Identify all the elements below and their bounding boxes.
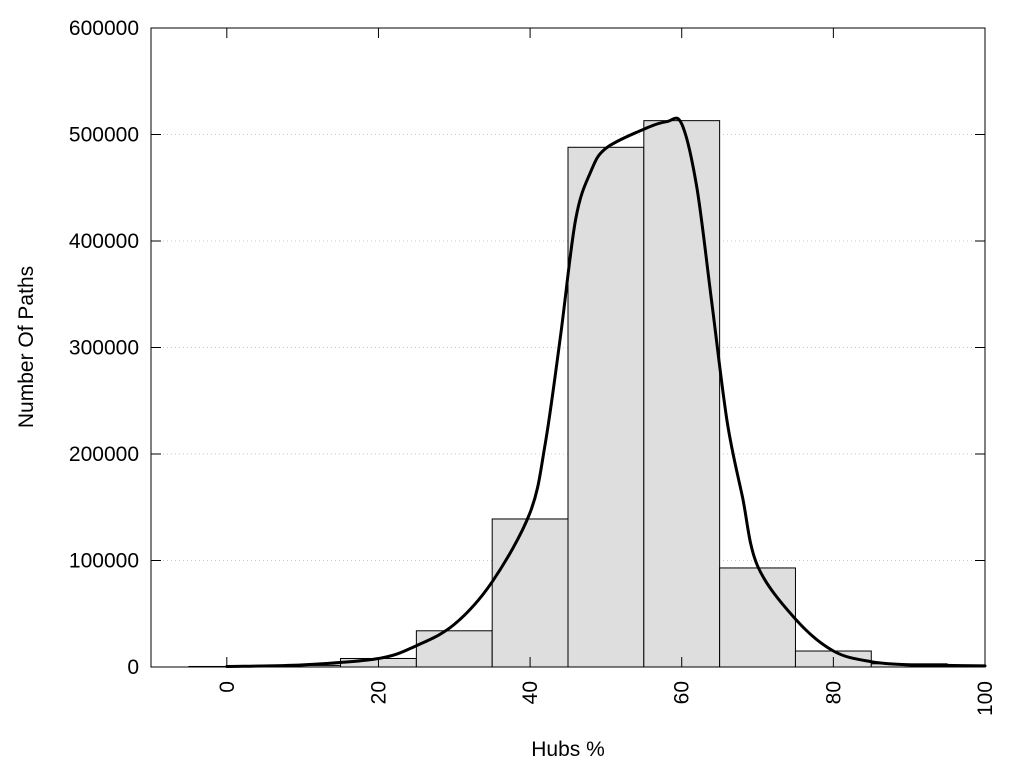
histogram-bar — [491, 518, 569, 668]
histogram-bar — [643, 120, 721, 668]
x-axis-ticks: 0 20 40 60 80 100 — [216, 28, 997, 716]
y-tick-label: 200000 — [69, 443, 139, 466]
histogram-bar — [719, 567, 796, 668]
histogram-bar — [567, 146, 645, 668]
x-tick-label: 60 — [671, 681, 694, 704]
y-tick-label: 600000 — [69, 17, 139, 40]
y-tick-label: 0 — [127, 656, 139, 679]
x-axis-title: Hubs % — [531, 738, 605, 761]
y-tick-label: 300000 — [69, 337, 139, 360]
x-tick-label: 0 — [216, 681, 239, 693]
x-tick-label: 20 — [367, 681, 390, 704]
y-axis-title: Number Of Paths — [15, 266, 38, 428]
x-tick-label: 100 — [974, 681, 997, 716]
y-tick-label: 500000 — [69, 124, 139, 147]
y-tick-label: 400000 — [69, 230, 139, 253]
y-tick-label: 100000 — [69, 550, 139, 573]
x-tick-label: 80 — [822, 681, 845, 704]
x-tick-label: 40 — [519, 681, 542, 704]
y-axis-ticks: 0 100000 200000 300000 400000 500000 600000 — [69, 17, 985, 679]
histogram-bar — [415, 630, 493, 668]
histogram-bars — [188, 120, 948, 668]
fitted-curve — [225, 116, 987, 668]
